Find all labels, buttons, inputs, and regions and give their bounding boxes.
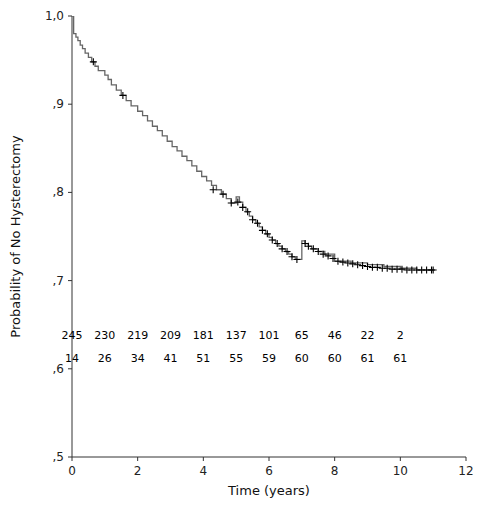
censor-mark — [244, 208, 251, 215]
x-tick-label: 10 — [393, 464, 408, 478]
x-tick — [203, 457, 204, 461]
y-tick — [68, 368, 72, 369]
censor-mark — [269, 237, 276, 244]
censor-mark — [384, 265, 391, 272]
chart: 024681012,5,6,7,8,91,0Time (years)Probab… — [0, 0, 488, 509]
risk-table-label: 61 — [393, 352, 407, 365]
censor-mark — [293, 256, 300, 263]
censor-mark — [398, 266, 405, 273]
x-tick-label: 6 — [265, 464, 273, 478]
risk-table-label: 101 — [259, 329, 280, 342]
x-tick — [334, 457, 335, 461]
y-tick — [68, 457, 72, 458]
y-axis-line — [72, 16, 73, 457]
risk-table-label: 51 — [196, 352, 210, 365]
y-tick — [68, 16, 72, 17]
censor-mark — [254, 220, 261, 227]
survival-line — [72, 16, 433, 270]
censor-mark — [339, 259, 346, 266]
x-tick — [72, 457, 73, 461]
risk-table-label: 230 — [94, 329, 115, 342]
risk-table-label: 55 — [229, 352, 243, 365]
censor-mark — [264, 230, 271, 237]
risk-table-label: 181 — [193, 329, 214, 342]
y-tick-label: ,8 — [53, 185, 64, 199]
y-tick-label: 1,0 — [45, 9, 64, 23]
censor-mark — [320, 251, 327, 258]
risk-table-label: 60 — [295, 352, 309, 365]
risk-table-label: 137 — [226, 329, 247, 342]
censor-mark — [354, 261, 361, 268]
censor-mark — [259, 227, 266, 234]
censor-mark — [119, 92, 126, 99]
risk-table-label: 46 — [328, 329, 342, 342]
x-tick — [137, 457, 138, 461]
censor-mark — [359, 262, 366, 269]
risk-table-label: 2 — [397, 329, 404, 342]
censor-mark — [90, 58, 97, 65]
risk-table-label: 245 — [62, 329, 83, 342]
x-tick — [269, 457, 270, 461]
censor-mark — [349, 260, 356, 267]
y-tick — [68, 104, 72, 105]
x-tick — [466, 457, 467, 461]
risk-table-label: 65 — [295, 329, 309, 342]
x-tick-label: 0 — [68, 464, 76, 478]
x-tick — [400, 457, 401, 461]
risk-table-label: 61 — [361, 352, 375, 365]
x-tick-label: 12 — [458, 464, 473, 478]
risk-table-label: 60 — [328, 352, 342, 365]
risk-table-label: 41 — [164, 352, 178, 365]
risk-table-label: 59 — [262, 352, 276, 365]
y-tick — [68, 192, 72, 193]
censor-mark — [239, 204, 246, 211]
risk-table-label: 209 — [160, 329, 181, 342]
axes: 024681012,5,6,7,8,91,0 — [45, 9, 474, 478]
censor-mark — [430, 267, 437, 274]
censor-mark — [284, 248, 291, 255]
y-tick-label: ,9 — [53, 97, 64, 111]
censor-mark — [334, 258, 341, 265]
y-tick-label: ,7 — [53, 274, 64, 288]
y-tick-label: ,6 — [53, 362, 64, 376]
y-tick-label: ,5 — [53, 450, 64, 464]
censor-mark — [344, 259, 351, 266]
risk-table-label: 34 — [131, 352, 145, 365]
censor-mark — [234, 199, 241, 206]
censor-mark — [220, 191, 227, 198]
censor-mark — [249, 216, 256, 223]
annotations: 2452302192091811371016546222142634415155… — [62, 329, 408, 365]
censor-mark — [374, 264, 381, 271]
plot-area — [72, 16, 437, 274]
censor-mark — [274, 240, 281, 247]
risk-table-label: 14 — [65, 352, 79, 365]
y-axis-label: Probability of No Hysterectomy — [8, 135, 23, 338]
risk-table-label: 22 — [361, 329, 375, 342]
x-tick-label: 8 — [331, 464, 339, 478]
censor-mark — [364, 263, 371, 270]
risk-table-label: 26 — [98, 352, 112, 365]
y-tick — [68, 280, 72, 281]
censor-mark — [210, 186, 217, 193]
x-tick-label: 2 — [134, 464, 142, 478]
x-tick-label: 4 — [200, 464, 208, 478]
x-axis-label: Time (years) — [227, 483, 310, 498]
risk-table-label: 219 — [127, 329, 148, 342]
censor-mark — [228, 199, 235, 206]
